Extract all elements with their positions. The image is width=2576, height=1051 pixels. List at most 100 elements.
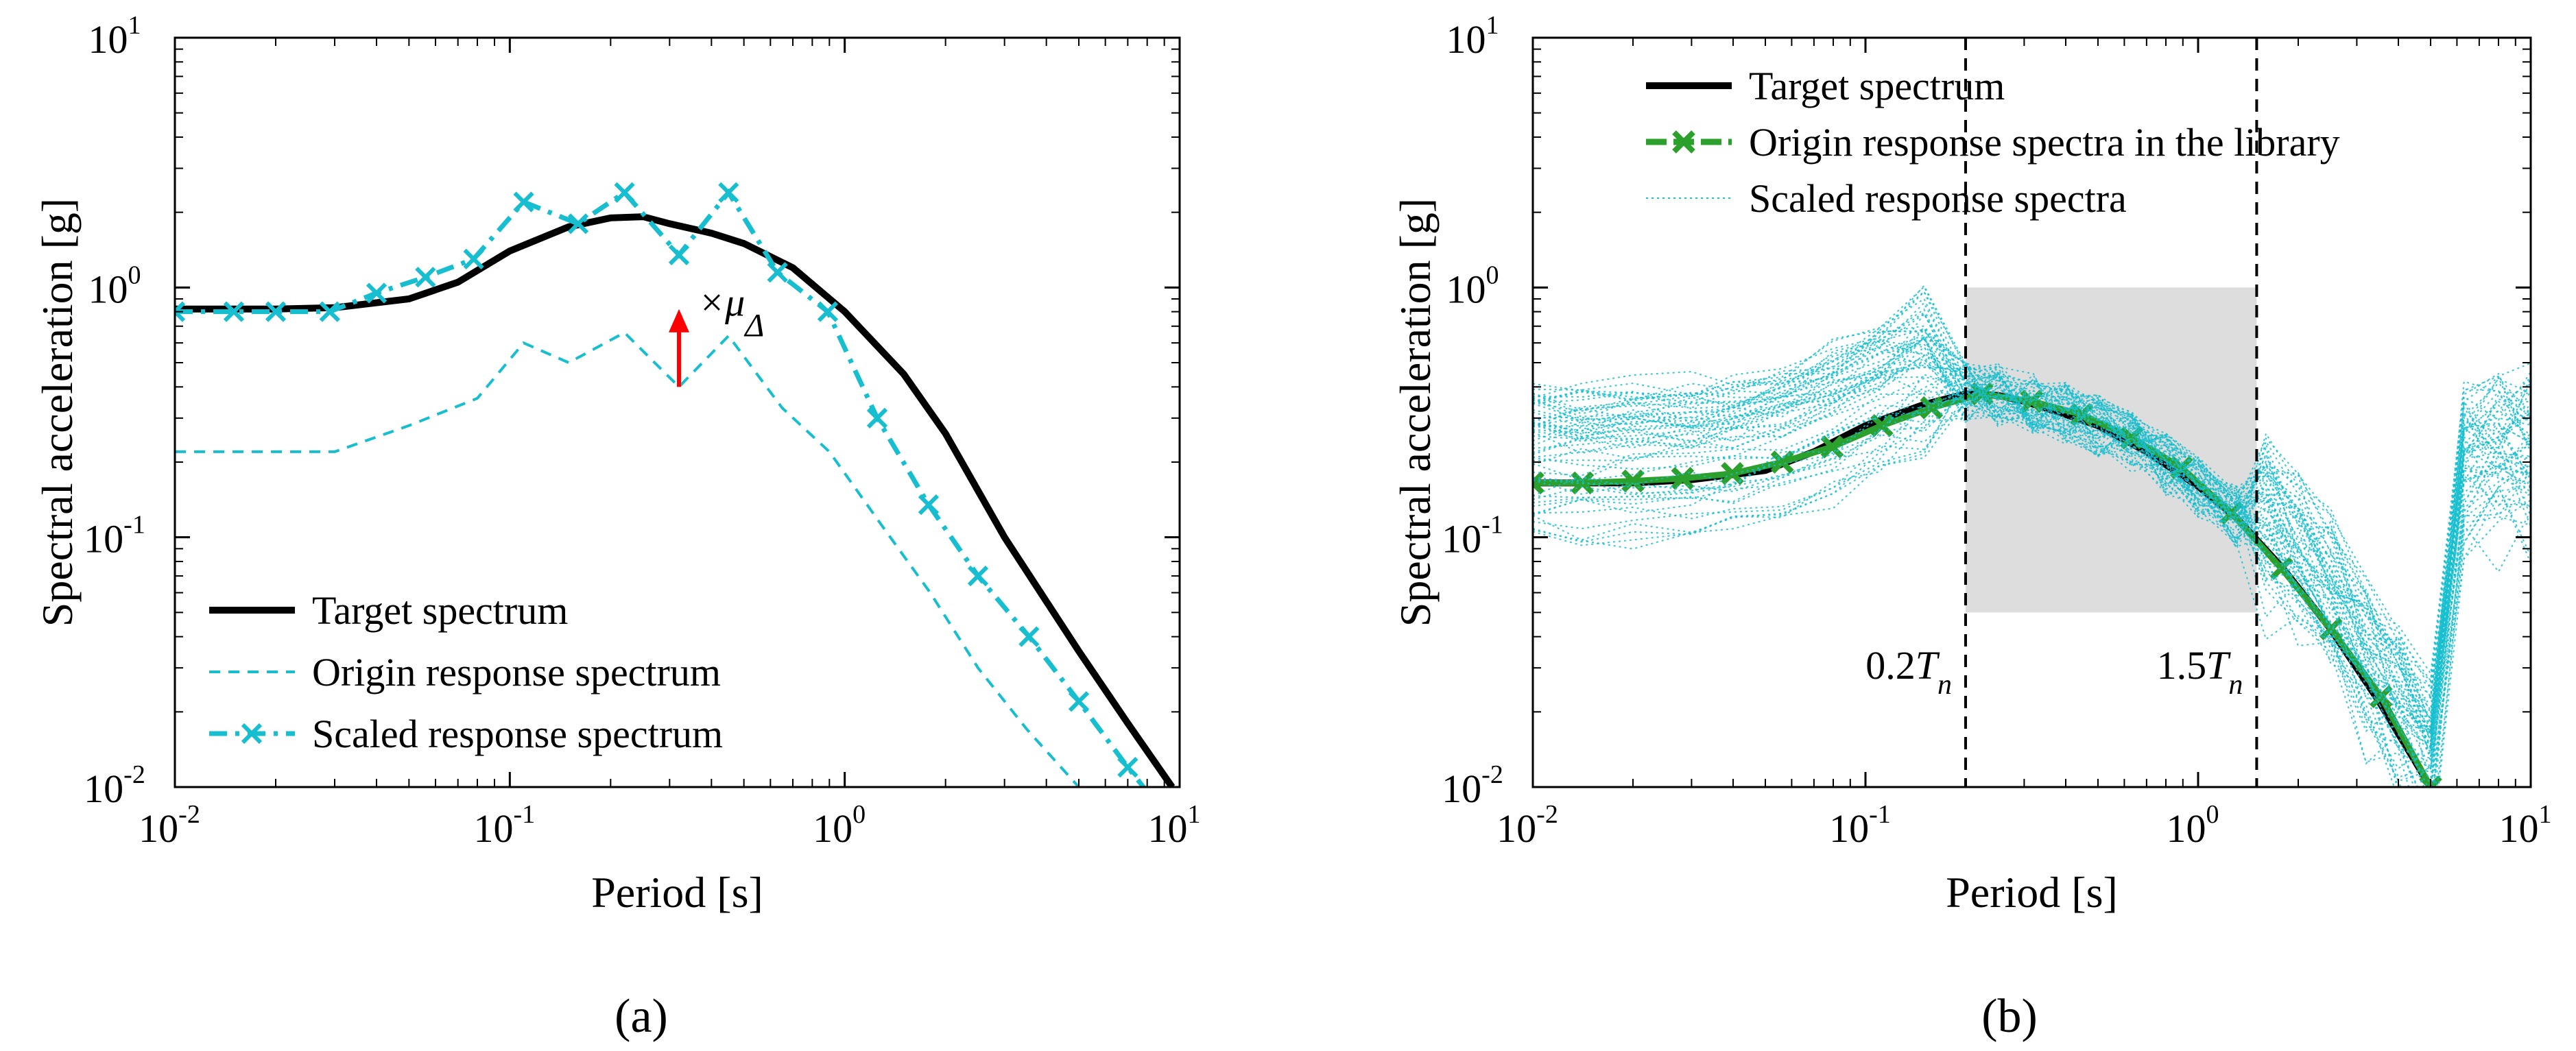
data-point-marker <box>767 262 788 283</box>
data-point-marker <box>866 407 888 428</box>
scaled-spectrum-line <box>1533 330 2531 675</box>
scaled-spectrum-line <box>1533 380 2531 692</box>
period-bound-label: 1.5Tn <box>2157 643 2243 701</box>
scaled-spectrum-line <box>1533 365 2531 787</box>
scaled-spectrum-line <box>1533 376 2531 740</box>
scaled-spectrum-line <box>1533 362 2531 698</box>
x-tick-label: 10-1 <box>1829 800 1891 851</box>
scaled-spectrum-line <box>1533 308 2531 742</box>
data-point-marker <box>223 301 245 322</box>
data-point-marker <box>366 282 387 304</box>
y-tick-label: 100 <box>88 261 141 311</box>
y-tick-label: 10-2 <box>1442 760 1503 811</box>
x-tick-label: 10-2 <box>139 800 200 851</box>
scaled-spectrum-line <box>1533 337 2531 716</box>
scaled-spectrum-line <box>1533 364 2531 778</box>
legend-marker-origin <box>1672 130 1695 154</box>
scale-arrow-head <box>669 309 690 333</box>
data-point-marker <box>2419 775 2442 787</box>
axes-box <box>1531 36 2532 788</box>
chart-panel-b: 10-2 10-1 100 101 10-2 10-1 100 101 Period [s] Sp… <box>1391 11 2552 917</box>
y-tick-label: 10-1 <box>84 511 145 561</box>
legend-marker-scaled <box>241 723 263 745</box>
axes-box <box>174 36 1181 788</box>
data-point-marker <box>1721 461 1744 485</box>
data-point-marker <box>967 565 989 587</box>
data-point-marker <box>718 182 739 203</box>
y-axis-label: Spectral acceleration [g] <box>33 198 82 627</box>
scaled-spectrum-line <box>1533 401 2531 787</box>
y-tick-label: 10-2 <box>84 760 145 811</box>
scaled-spectrum-line <box>1533 339 2531 782</box>
series-line-0 <box>175 213 1176 787</box>
scaled-spectrum-line <box>1533 290 2531 787</box>
data-point-marker <box>415 267 436 288</box>
scaled-spectrum-line <box>1533 337 2531 787</box>
data-point-marker <box>1143 790 1161 808</box>
data-point-marker <box>319 301 340 322</box>
scaled-spectrum-line <box>1533 336 2531 730</box>
scaled-spectrum-line <box>1533 298 2531 758</box>
plot-area <box>175 182 1176 808</box>
series-line-2 <box>175 188 1147 787</box>
scaled-spectrum-line <box>1533 354 2531 787</box>
period-bound-label: 0.2Tn <box>1865 643 1952 701</box>
x-tick-label: 100 <box>2167 800 2219 851</box>
scaled-spectrum-line <box>1533 326 2531 750</box>
y-axis-label: Spectral acceleration [g] <box>1391 198 1440 627</box>
data-point-marker <box>567 213 589 234</box>
shaded-region <box>1965 287 2257 613</box>
y-tick-label: 101 <box>88 11 141 62</box>
data-point-marker <box>668 244 690 265</box>
x-tick-label: 101 <box>2499 800 2552 851</box>
scaled-spectrum-line <box>1533 364 2531 787</box>
scale-factor-label: ×μΔ <box>698 280 764 344</box>
x-axis-label: Period [s] <box>1946 868 2118 917</box>
data-point-marker <box>513 191 534 213</box>
legend-label-scaled: Scaled response spectrum <box>312 712 723 756</box>
scaled-spectrum-line <box>1533 336 2531 749</box>
scaled-spectrum-line <box>1533 346 2531 758</box>
data-point-marker <box>817 301 839 322</box>
plot-area <box>1533 285 2531 787</box>
scaled-spectrum-line <box>1533 366 2531 736</box>
legend-label-origin: Origin response spectrum <box>312 650 721 694</box>
legend-label-scaled: Scaled response spectra <box>1749 176 2127 221</box>
scaled-spectrum-line <box>1533 398 2531 787</box>
data-point-marker <box>463 248 484 269</box>
scaled-spectrum-line <box>1533 376 2531 771</box>
legend-label-origin: Origin response spectra in the library <box>1749 120 2340 165</box>
x-tick-label: 100 <box>813 800 866 851</box>
scaled-spectrum-line <box>1533 285 2531 735</box>
y-tick-label: 101 <box>1446 11 1499 62</box>
panel-label-a: (a) <box>615 990 668 1043</box>
scaled-spectrum-line <box>1533 328 2531 749</box>
scaled-spectrum-line <box>1533 290 2531 721</box>
scaled-spectrum-line <box>1533 341 2531 729</box>
data-point-marker <box>175 301 186 322</box>
scaled-spectrum-line <box>1533 372 2531 742</box>
data-point-marker <box>1018 626 1040 647</box>
y-tick-label: 10-1 <box>1442 511 1503 561</box>
data-point-marker <box>1068 691 1090 712</box>
legend-label-target: Target spectrum <box>1749 64 2005 108</box>
data-point-marker <box>1820 435 1844 459</box>
legend-label-target: Target spectrum <box>312 588 568 633</box>
x-tick-label: 10-2 <box>1496 800 1558 851</box>
data-point-marker <box>614 182 635 203</box>
x-tick-label: 10-1 <box>474 800 536 851</box>
x-tick-label: 101 <box>1148 800 1201 851</box>
scaled-spectrum-line <box>1533 385 2531 751</box>
chart-panel-a: 10-2 10-1 100 101 10-2 10-1 100 101 Period [s] Sp… <box>33 11 1201 917</box>
scaled-spectrum-line <box>1533 343 2531 747</box>
data-point-marker <box>2319 617 2343 641</box>
scaled-spectrum-line <box>1533 312 2531 756</box>
data-point-marker <box>918 494 940 516</box>
data-point-marker <box>265 301 287 322</box>
scaled-spectrum-line <box>1533 383 2531 772</box>
panel-label-b: (b) <box>1981 990 2038 1043</box>
x-axis-label: Period [s] <box>591 868 763 917</box>
y-tick-label: 100 <box>1446 261 1499 311</box>
data-point-marker <box>1533 471 1545 495</box>
